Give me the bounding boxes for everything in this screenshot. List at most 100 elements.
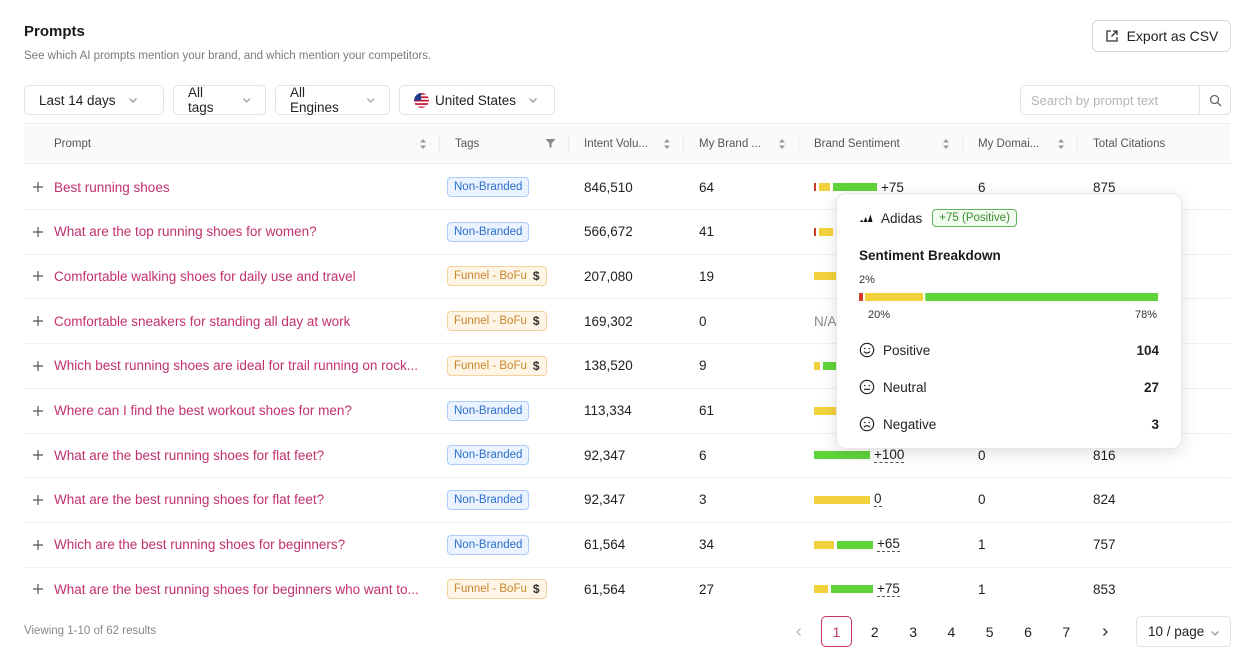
- prompt-link[interactable]: What are the best running shoes for begi…: [54, 581, 419, 597]
- brand-sentiment-cell: +100: [814, 433, 905, 477]
- expand-row-icon[interactable]: [32, 315, 44, 327]
- page-size-value: 10 / page: [1148, 624, 1205, 639]
- total-citations-cell: 875: [1093, 179, 1116, 195]
- column-total-citations-label: Total Citations: [1093, 138, 1166, 150]
- prompt-link[interactable]: Which are the best running shoes for beg…: [54, 537, 346, 553]
- next-page-button[interactable]: [1089, 616, 1120, 647]
- column-prompt[interactable]: Prompt: [54, 124, 439, 164]
- page-subtitle: See which AI prompts mention your brand,…: [24, 50, 432, 62]
- column-my-brand[interactable]: My Brand ...: [699, 124, 798, 164]
- expand-row-icon[interactable]: [32, 449, 44, 461]
- positive-segment: [814, 451, 870, 460]
- export-csv-button[interactable]: Export as CSV: [1092, 20, 1231, 52]
- prompt-link[interactable]: What are the top running shoes for women…: [54, 224, 317, 240]
- tag-cell: Funnel - BoFu $: [447, 567, 547, 610]
- brand-sentiment-cell: +75: [814, 567, 900, 610]
- expand-row-icon[interactable]: [32, 226, 44, 238]
- sentiment-bar[interactable]: [814, 495, 870, 504]
- column-tags[interactable]: Tags: [455, 124, 568, 164]
- dollar-icon: $: [532, 269, 540, 284]
- search-button[interactable]: [1199, 86, 1230, 114]
- table-row[interactable]: What are the top running shoes for women…: [24, 210, 1231, 255]
- page-3-button[interactable]: 3: [909, 623, 917, 640]
- table-row[interactable]: What are the best running shoes for flat…: [24, 478, 1231, 523]
- sentiment-bar[interactable]: [814, 585, 873, 594]
- my-brand-cell: 61: [699, 403, 715, 418]
- table-row[interactable]: What are the best running shoes for begi…: [24, 567, 1231, 610]
- neutral-segment: [814, 540, 834, 549]
- expand-row-icon[interactable]: [32, 494, 44, 506]
- intent-volume-cell: 846,510: [584, 179, 633, 195]
- column-brand-sentiment[interactable]: Brand Sentiment: [814, 124, 962, 164]
- tooltip-negative-segment: [859, 293, 864, 301]
- intent-volume-cell: 61,564: [584, 537, 626, 553]
- expand-row-icon[interactable]: [32, 539, 44, 551]
- sentiment-bar[interactable]: [814, 451, 870, 460]
- page-1-button[interactable]: 1: [821, 616, 852, 647]
- tag-label: Non-Branded: [454, 404, 523, 417]
- engines-select[interactable]: All Engines: [275, 85, 390, 115]
- positive-segment: [833, 183, 877, 191]
- table-row[interactable]: Which are the best running shoes for beg…: [24, 523, 1231, 568]
- prompt-link[interactable]: Comfortable walking shoes for daily use …: [54, 268, 356, 284]
- filter-icon: [545, 139, 556, 148]
- column-brand-sentiment-label: Brand Sentiment: [814, 138, 900, 150]
- tag-badge: Funnel - BoFu $: [447, 579, 547, 600]
- sentiment-score: +75: [881, 179, 904, 195]
- my-domain-cell: 0: [978, 447, 986, 463]
- tag-label: Non-Branded: [454, 225, 523, 238]
- expand-row-icon[interactable]: [32, 270, 44, 282]
- sentiment-tooltip: Adidas +75 (Positive) Sentiment Breakdow…: [836, 193, 1182, 449]
- table-row[interactable]: Best running shoes Non-Branded 846,510 6…: [24, 165, 1231, 210]
- my-brand-cell: 64: [699, 179, 715, 195]
- my-domain-cell: 1: [978, 537, 986, 553]
- page-7-button[interactable]: 7: [1062, 623, 1071, 640]
- table-row[interactable]: What are the best running shoes for flat…: [24, 433, 1231, 479]
- tags-select[interactable]: All tags: [173, 85, 266, 115]
- column-total-citations[interactable]: Total Citations: [1093, 124, 1231, 164]
- page-4-button[interactable]: 4: [947, 623, 956, 640]
- column-my-domain[interactable]: My Domai...: [978, 124, 1077, 164]
- search-input[interactable]: [1021, 86, 1201, 114]
- prompt-link[interactable]: What are the best running shoes for flat…: [54, 447, 325, 463]
- table-row[interactable]: Where can I find the best workout shoes …: [24, 389, 1231, 434]
- my-brand-cell: 6: [699, 447, 707, 463]
- expand-row-icon[interactable]: [32, 181, 44, 193]
- sentiment-bar[interactable]: [814, 540, 873, 549]
- expand-row-icon[interactable]: [32, 360, 44, 372]
- tag-cell: Funnel - BoFu $: [447, 254, 547, 298]
- my-domain-cell: 1: [978, 581, 986, 597]
- expand-row-icon[interactable]: [32, 405, 44, 417]
- chevron-down-icon: [1211, 631, 1219, 636]
- page-title: Prompts: [24, 23, 85, 40]
- page-6-button[interactable]: 6: [1024, 623, 1032, 640]
- sentiment-bar[interactable]: [814, 183, 877, 191]
- tag-cell: Non-Branded: [447, 478, 530, 522]
- tag-badge: Non-Branded: [447, 400, 530, 421]
- prompt-link[interactable]: Comfortable sneakers for standing all da…: [54, 313, 351, 329]
- page-5-button[interactable]: 5: [985, 623, 994, 640]
- country-select[interactable]: United States: [399, 85, 555, 115]
- prompt-link[interactable]: What are the best running shoes for flat…: [54, 492, 325, 508]
- tag-label: Non-Branded: [454, 538, 523, 551]
- tag-badge: Funnel - BoFu $: [447, 355, 547, 376]
- prompt-link[interactable]: Best running shoes: [54, 179, 170, 195]
- results-summary: Viewing 1-10 of 62 results: [24, 625, 157, 637]
- dollar-icon: $: [532, 358, 540, 373]
- table-row[interactable]: Comfortable sneakers for standing all da…: [24, 299, 1231, 345]
- tag-label: Funnel - BoFu: [454, 359, 527, 372]
- tag-badge: Non-Branded: [447, 445, 530, 466]
- chevron-down-icon: [242, 98, 251, 103]
- intent-volume-cell: 566,672: [584, 224, 633, 240]
- prompt-link[interactable]: Which best running shoes are ideal for t…: [54, 358, 418, 374]
- column-intent-volume[interactable]: Intent Volu...: [584, 124, 683, 164]
- page-size-select[interactable]: 10 / page: [1136, 616, 1231, 647]
- prev-page-button[interactable]: [783, 616, 814, 647]
- prompt-link[interactable]: Where can I find the best workout shoes …: [54, 403, 352, 418]
- expand-row-icon[interactable]: [32, 583, 44, 595]
- export-csv-label: Export as CSV: [1126, 28, 1219, 44]
- date-range-select[interactable]: Last 14 days: [24, 85, 164, 115]
- prompt-cell: Where can I find the best workout shoes …: [54, 389, 439, 433]
- positive-segment: [831, 585, 873, 594]
- page-2-button[interactable]: 2: [870, 623, 879, 640]
